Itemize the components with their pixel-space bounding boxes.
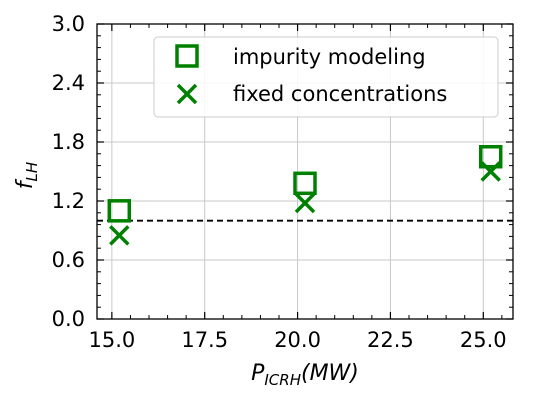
legend-x-marker	[176, 83, 198, 105]
y-tick-label: 1.8	[52, 130, 85, 154]
x-tick-label: 20.0	[274, 328, 321, 352]
legend: impurity modeling fixed concentrations	[153, 36, 499, 118]
y-axis-title-sub: LH	[23, 162, 41, 182]
data-point-x	[109, 225, 130, 246]
plot-frame	[96, 23, 514, 320]
ticks: 15.0 17.5 20.0 22.5 25.0 0.0 0.6 1.2 1.8 2.4 3.0	[52, 12, 513, 352]
legend-label-fixed-concentrations: fixed concentrations	[233, 82, 447, 106]
data-point-square	[293, 171, 317, 196]
data-point-x-stroke	[294, 192, 316, 214]
x-axis-title: PICRH(MW)	[251, 361, 359, 389]
data-point-x	[294, 192, 316, 214]
x-tick-label: 17.5	[181, 328, 228, 352]
y-tick-label: 3.0	[52, 12, 85, 36]
data-point-x-stroke	[480, 161, 501, 182]
legend-box	[153, 36, 499, 118]
legend-x-stroke	[176, 83, 198, 105]
data-point-x-stroke	[109, 225, 130, 246]
data-point-x	[480, 161, 501, 182]
x-tick-label: 25.0	[460, 328, 507, 352]
x-axis-title-sub: ICRH	[264, 371, 301, 389]
x-tick-label: 15.0	[88, 328, 135, 352]
y-tick-label: 0.0	[52, 307, 85, 331]
y-tick-label: 0.6	[52, 248, 85, 272]
y-axis-title: fLH	[13, 162, 41, 189]
x-tick-label: 22.5	[367, 328, 414, 352]
data-point-square	[107, 199, 132, 223]
legend-square-marker	[175, 44, 199, 68]
x-axis-title-unit: (MW)	[301, 361, 359, 386]
y-axis-title-main: f	[13, 178, 38, 189]
x-axis-title-main: P	[251, 361, 265, 386]
data-point-square	[478, 145, 503, 169]
y-tick-label: 1.2	[52, 189, 85, 213]
legend-label-impurity-modeling: impurity modeling	[233, 45, 426, 69]
data-layer	[107, 145, 503, 246]
y-tick-label: 2.4	[52, 71, 85, 95]
